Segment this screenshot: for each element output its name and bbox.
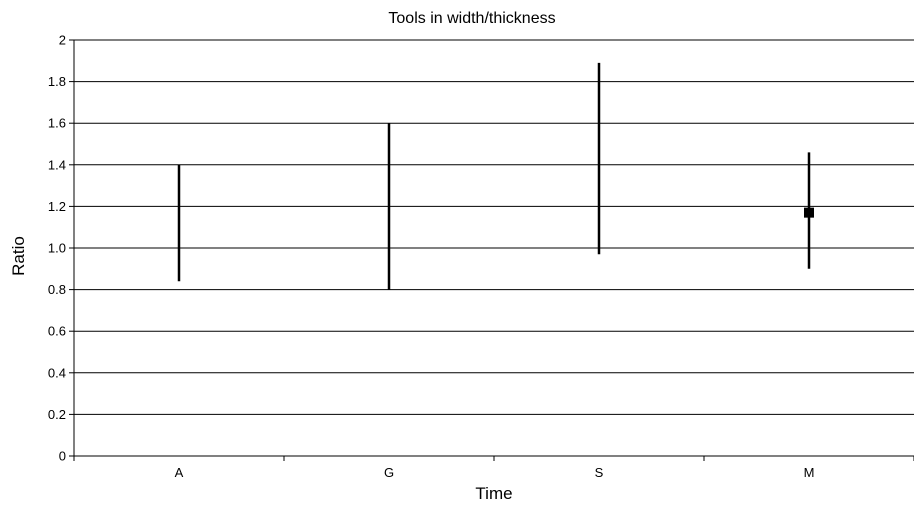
- y-tick-label: 1.2: [48, 199, 66, 214]
- y-axis-title: Ratio: [9, 236, 28, 276]
- chart-title: Tools in width/thickness: [388, 10, 555, 27]
- grid-layer: [74, 39, 914, 415]
- y-tick-label: 1.0: [48, 241, 66, 256]
- mean-marker-M: [804, 207, 814, 218]
- y-tick-label: 0.2: [48, 407, 66, 422]
- y-tick-label: 1.4: [48, 157, 66, 172]
- y-tick-label: 0: [59, 449, 66, 464]
- data-layer: [177, 62, 814, 290]
- x-axis-title: Time: [475, 484, 512, 503]
- y-tick-label: 0.4: [48, 365, 66, 380]
- x-tick-label: A: [175, 465, 184, 480]
- x-tick-label: G: [384, 465, 394, 480]
- y-tick-label: 1.6: [48, 116, 66, 131]
- y-tick-label: 2: [59, 33, 66, 48]
- y-tick-label: 1.8: [48, 74, 66, 89]
- axis-layer: 0 0.2 0.4 0.6 0.8 1.0 1.2 1.4 1.6 1.8 2 A G S M: [48, 33, 914, 480]
- x-tick-label: M: [804, 465, 815, 480]
- y-tick-label: 0.8: [48, 282, 66, 297]
- x-tick-label: S: [595, 465, 604, 480]
- y-tick-label: 0.6: [48, 324, 66, 339]
